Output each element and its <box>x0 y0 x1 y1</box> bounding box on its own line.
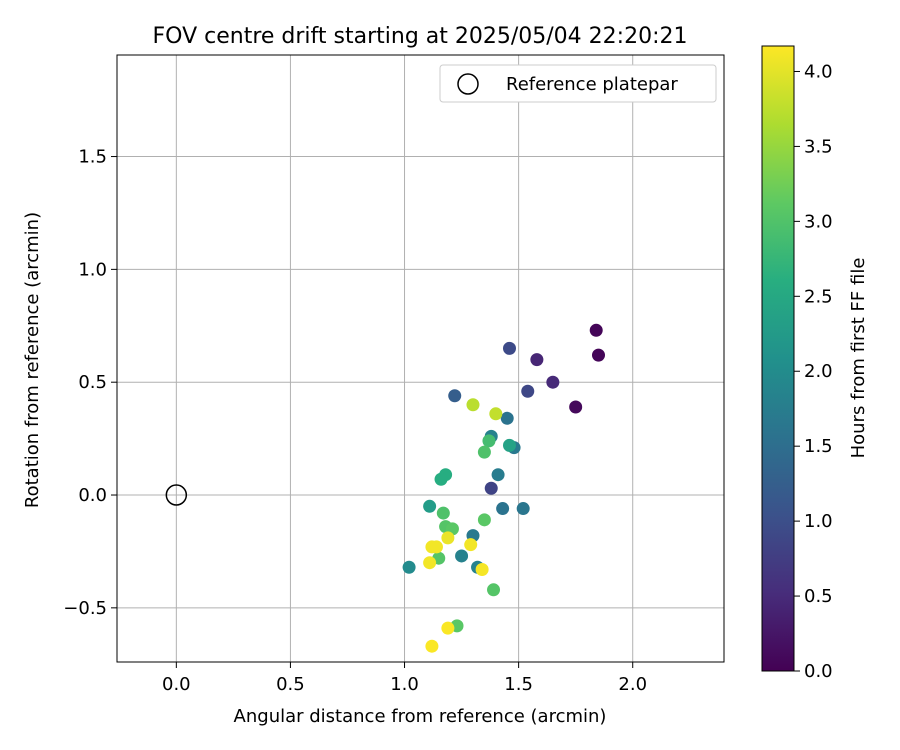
data-point <box>434 472 448 486</box>
data-point <box>482 434 496 448</box>
data-point <box>591 348 605 362</box>
data-point <box>429 540 443 554</box>
y-tick-label: 1.5 <box>78 147 107 168</box>
colorbar-tick-label: 3.5 <box>804 136 833 157</box>
data-point <box>464 538 478 552</box>
data-point <box>484 481 498 495</box>
chart-title: FOV centre drift starting at 2025/05/04 … <box>153 24 688 49</box>
colorbar-gradient <box>761 45 795 672</box>
colorbar-tick-label: 0.5 <box>804 586 833 607</box>
data-point <box>477 513 491 527</box>
y-tick-label: 0.5 <box>78 372 107 393</box>
grid-lines <box>117 55 724 662</box>
legend: Reference platepar <box>439 64 717 103</box>
data-points <box>402 323 605 653</box>
x-tick-label: 2.0 <box>618 674 647 695</box>
data-point <box>423 499 437 513</box>
data-point <box>487 583 501 597</box>
data-point <box>491 468 505 482</box>
legend-marker-icon <box>457 73 479 95</box>
data-point <box>516 502 530 516</box>
data-point <box>441 531 455 545</box>
colorbar: 0.0 0.5 1.0 1.5 2.0 2.5 3.0 3.5 4.0 Hours from f… <box>761 45 869 682</box>
colorbar-tick-label: 2.5 <box>804 286 833 307</box>
colorbar-label: Hours from first FF file <box>848 258 869 459</box>
data-point <box>423 556 437 570</box>
colorbar-ticks: 0.0 0.5 1.0 1.5 2.0 2.5 3.0 3.5 4.0 <box>794 61 833 682</box>
data-point <box>441 621 455 635</box>
data-point <box>425 639 439 653</box>
data-point <box>521 384 535 398</box>
x-axis-label: Angular distance from reference (arcmin) <box>234 706 607 727</box>
x-tick-label: 0.0 <box>162 674 191 695</box>
colorbar-tick-label: 0.0 <box>804 661 833 682</box>
data-point <box>436 506 450 520</box>
colorbar-tick-label: 3.0 <box>804 211 833 232</box>
colorbar-tick-label: 4.0 <box>804 61 833 82</box>
y-tick-label: 1.0 <box>78 259 107 280</box>
data-point <box>569 400 583 414</box>
data-point <box>477 445 491 459</box>
plot-frame <box>116 54 725 663</box>
data-point <box>475 562 489 576</box>
legend-box <box>439 64 717 103</box>
data-point <box>402 560 416 574</box>
data-point <box>489 407 503 421</box>
data-point <box>500 411 514 425</box>
x-tick-label: 1.0 <box>390 674 419 695</box>
legend-entry-label: Reference platepar <box>506 74 678 95</box>
x-tick-label: 0.5 <box>276 674 305 695</box>
colorbar-tick-label: 1.5 <box>804 436 833 457</box>
data-point <box>589 323 603 337</box>
x-tick-label: 1.5 <box>504 674 533 695</box>
data-point <box>455 549 469 563</box>
y-axis-label: Rotation from reference (arcmin) <box>22 212 43 508</box>
data-point <box>466 398 480 412</box>
data-point <box>530 353 544 367</box>
data-point <box>502 438 516 452</box>
data-point <box>496 502 510 516</box>
colorbar-tick-label: 2.0 <box>804 361 833 382</box>
colorbar-tick-label: 1.0 <box>804 511 833 532</box>
x-axis-ticks: 0.0 0.5 1.0 1.5 2.0 <box>162 662 647 695</box>
reference-point <box>165 484 188 506</box>
y-tick-label: 0.0 <box>78 485 107 506</box>
data-point <box>502 341 516 355</box>
y-tick-label: −0.5 <box>63 598 107 619</box>
data-point <box>546 375 560 389</box>
data-point <box>448 389 462 403</box>
y-axis-ticks: −0.5 0.0 0.5 1.0 1.5 <box>63 147 117 619</box>
